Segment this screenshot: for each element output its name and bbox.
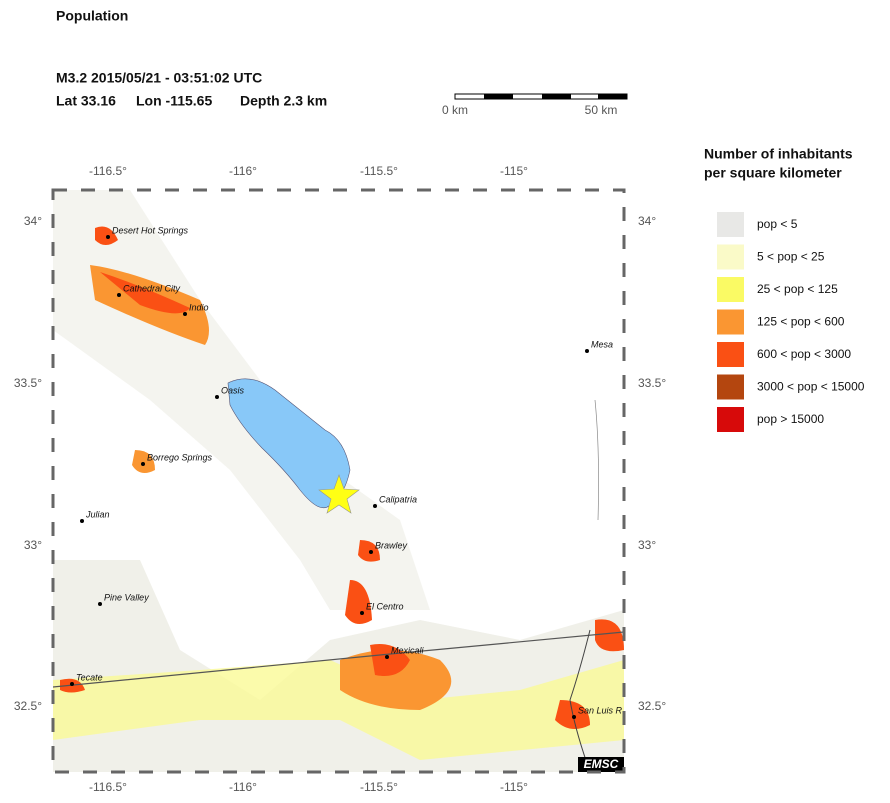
- lon-tick-label: -115.5°: [360, 780, 398, 794]
- legend-label: 125 < pop < 600: [757, 315, 845, 329]
- legend-label: 3000 < pop < 15000: [757, 380, 865, 394]
- legend-swatch: [717, 277, 744, 302]
- legend-title: Number of inhabitants: [704, 146, 853, 162]
- lon-tick-label: -116°: [229, 780, 257, 794]
- city-label: Indio: [189, 302, 209, 312]
- legend-swatch: [717, 212, 744, 237]
- lat-tick-label: 33.5°: [14, 376, 42, 390]
- city-label: Desert Hot Springs: [112, 225, 189, 235]
- city-label: Pine Valley: [104, 592, 149, 602]
- lon-tick-label: -115.5°: [360, 164, 398, 178]
- scale-start: 0 km: [442, 103, 468, 117]
- event-lon: Lon -115.65: [136, 93, 212, 109]
- city-label: Calipatria: [379, 494, 417, 504]
- map: EMSC Desert Hot Springs Cathedral City Ind…: [51, 188, 626, 774]
- city-marker: [117, 293, 121, 297]
- legend-swatch: [717, 342, 744, 367]
- city-label: Cathedral City: [123, 283, 181, 293]
- legend-title: per square kilometer: [704, 165, 842, 181]
- legend-label: pop < 5: [757, 217, 798, 231]
- city-marker: [373, 504, 377, 508]
- city-label: San Luis R: [578, 705, 623, 715]
- city-label: El Centro: [366, 601, 404, 611]
- legend-label: pop > 15000: [757, 412, 824, 426]
- lat-tick-label: 34°: [638, 214, 656, 228]
- legend-label: 5 < pop < 25: [757, 250, 825, 264]
- lat-tick-label: 32.5°: [14, 699, 42, 713]
- city-label: Borrego Springs: [147, 452, 213, 462]
- city-marker: [98, 602, 102, 606]
- legend-swatch: [717, 407, 744, 432]
- event-info: M3.2 2015/05/21 - 03:51:02 UTC: [56, 70, 262, 86]
- credit: EMSC: [584, 757, 619, 771]
- city-label: Tecate: [76, 672, 103, 682]
- city-label: Oasis: [221, 385, 245, 395]
- legend-label: 25 < pop < 125: [757, 282, 838, 296]
- lon-tick-label: -115°: [500, 780, 528, 794]
- city-marker: [106, 235, 110, 239]
- map-content: EMSC Desert Hot Springs Cathedral City Ind…: [53, 190, 624, 772]
- lat-tick-label: 34°: [24, 214, 42, 228]
- lat-tick-label: 33.5°: [638, 376, 666, 390]
- city-marker: [141, 462, 145, 466]
- city-marker: [70, 682, 74, 686]
- legend-label: 600 < pop < 3000: [757, 347, 851, 361]
- legend-swatch: [717, 244, 744, 270]
- city-marker: [369, 550, 373, 554]
- city-label: Brawley: [375, 540, 408, 550]
- city-marker: [360, 611, 364, 615]
- event-depth: Depth 2.3 km: [240, 93, 327, 109]
- city-marker: [215, 395, 219, 399]
- lon-tick-label: -116.5°: [89, 164, 127, 178]
- city-marker: [385, 655, 389, 659]
- city-marker: [572, 715, 576, 719]
- lat-tick-label: 33°: [24, 538, 42, 552]
- event-lat: Lat 33.16: [56, 93, 116, 109]
- city-marker: [80, 519, 84, 523]
- city-marker: [585, 349, 589, 353]
- legend-swatch: [717, 309, 744, 335]
- city-label: Mesa: [591, 339, 613, 349]
- lat-tick-label: 32.5°: [638, 699, 666, 713]
- legend-swatch: [717, 374, 744, 400]
- title: Population: [56, 8, 128, 24]
- scale-end: 50 km: [585, 103, 618, 117]
- city-label: Julian: [85, 509, 110, 519]
- city-marker: [183, 312, 187, 316]
- legend: Number of inhabitants per square kilomet…: [704, 146, 853, 181]
- lon-tick-label: -116°: [229, 164, 257, 178]
- lon-tick-label: -116.5°: [89, 780, 127, 794]
- lon-tick-label: -115°: [500, 164, 528, 178]
- lat-tick-label: 33°: [638, 538, 656, 552]
- city-label: Mexicali: [391, 645, 425, 655]
- scale-bar: 0 km 50 km: [442, 93, 628, 117]
